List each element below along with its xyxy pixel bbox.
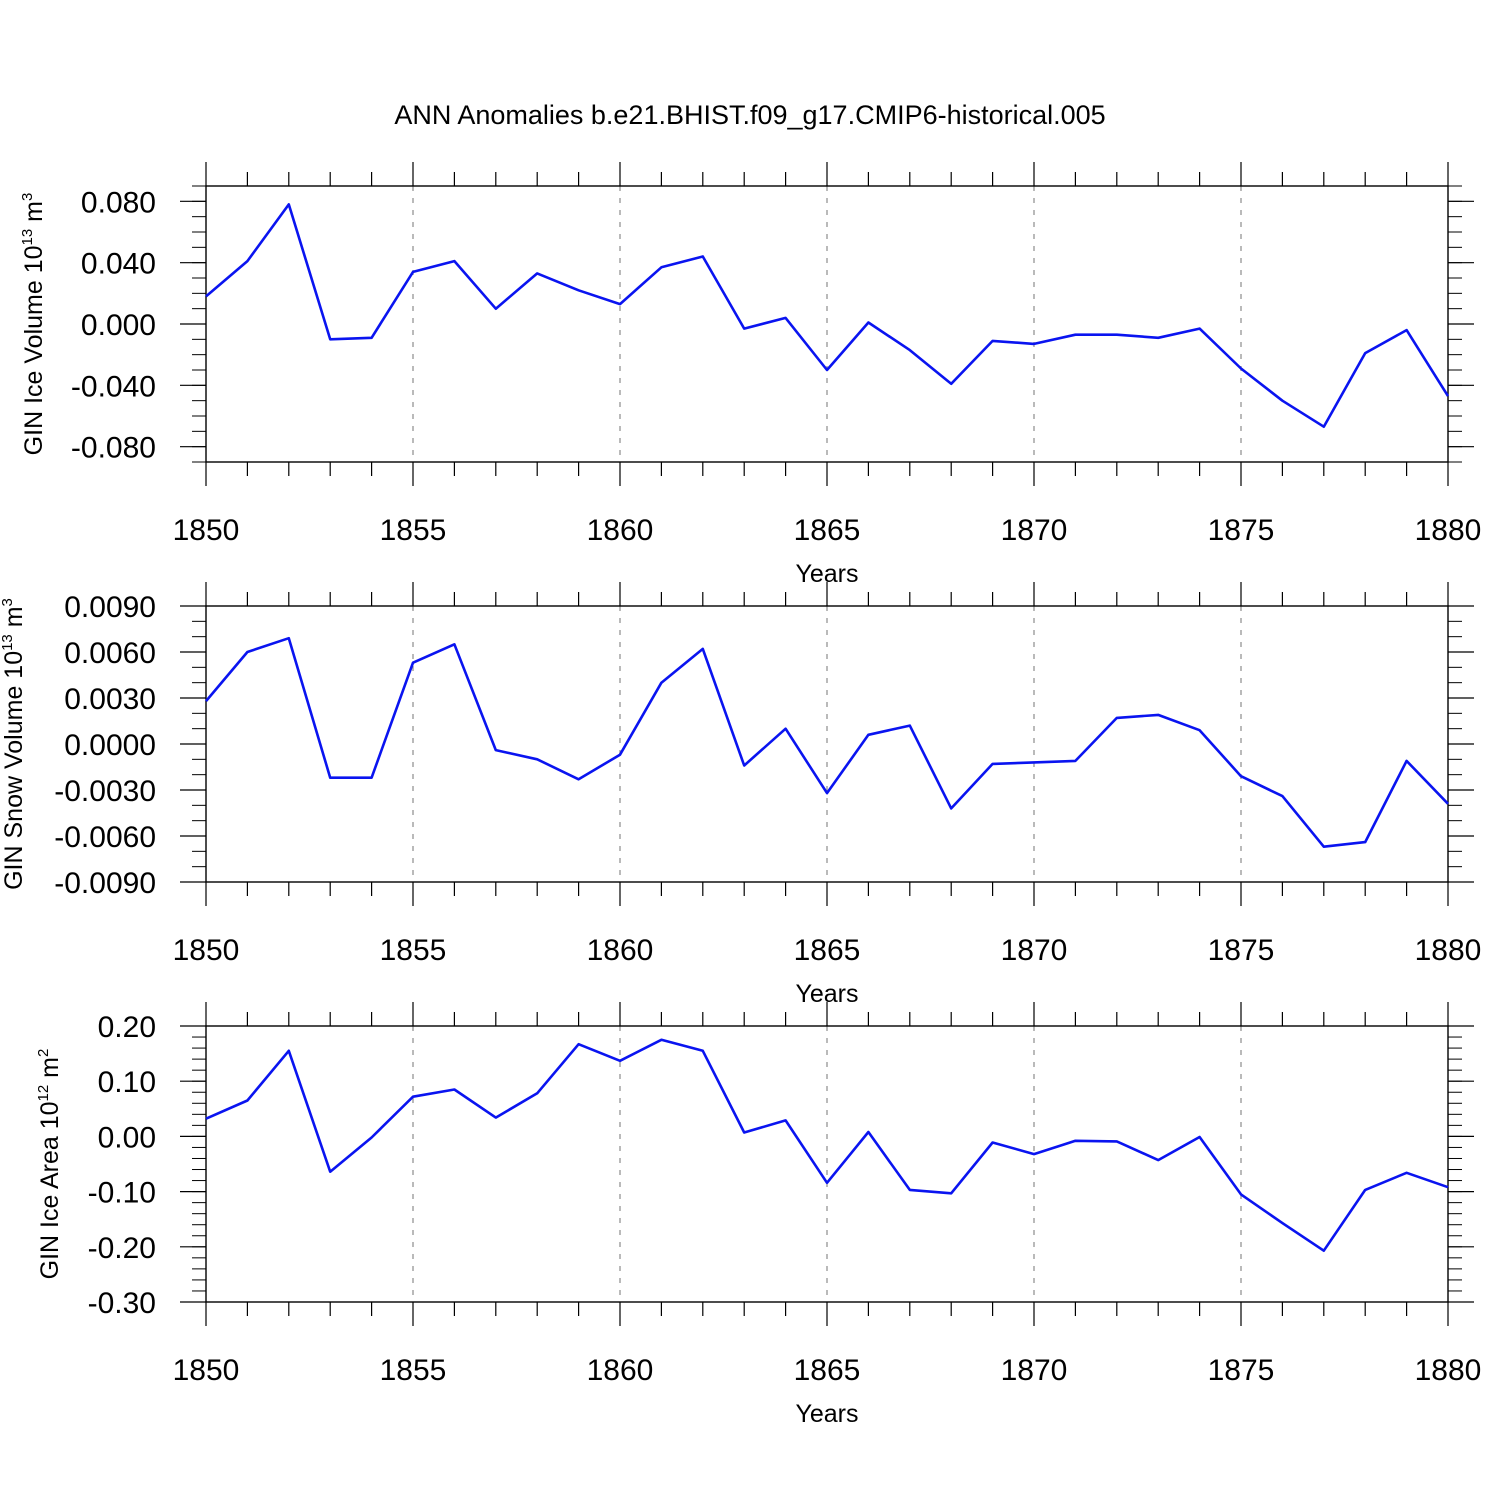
- x-tick-label: 1860: [587, 1354, 654, 1387]
- y-tick-label: 0.0000: [64, 729, 156, 762]
- chart-title: ANN Anomalies b.e21.BHIST.f09_g17.CMIP6-…: [394, 100, 1105, 130]
- series-line: [205, 203, 1450, 429]
- panel-2: 1850 1855 1860 1865 1870 1875 1880 0.0090 0.0060…: [0, 582, 1481, 1008]
- x-tick-label: 1870: [1001, 1354, 1068, 1387]
- panel-3: 1850 1855 1860 1865 1870 1875 1880 0.20 0.10 0.00…: [35, 1002, 1481, 1428]
- y-tick-label: -0.20: [88, 1232, 156, 1265]
- x-tick-label: 1865: [794, 934, 861, 967]
- plot-frame: [205, 605, 1449, 883]
- y-axis-label: GIN Ice Volume 1013 m3: [19, 193, 48, 456]
- y-tick-label: 0.10: [98, 1066, 156, 1099]
- x-tick-label: 1875: [1208, 1354, 1275, 1387]
- y-tick-label: 0.0060: [64, 637, 156, 670]
- y-tick-label: 0.040: [81, 248, 156, 281]
- x-tick-label: 1870: [1001, 934, 1068, 967]
- plot-frame: [205, 185, 1449, 463]
- x-tick-label: 1880: [1415, 1354, 1482, 1387]
- y-tick-label: -0.0060: [54, 821, 156, 854]
- x-tick-label: 1850: [173, 514, 240, 547]
- y-tick-label: -0.0030: [54, 775, 156, 808]
- x-tick-label: 1850: [173, 1354, 240, 1387]
- y-tick-label: 0.20: [98, 1011, 156, 1044]
- x-tick-label: 1880: [1415, 514, 1482, 547]
- x-tick-label: 1860: [587, 934, 654, 967]
- y-tick-label: 0.080: [81, 186, 156, 219]
- x-axis-label: Years: [795, 1400, 858, 1428]
- x-tick-label: 1855: [380, 514, 447, 547]
- y-tick-label: -0.10: [88, 1177, 156, 1210]
- x-tick-label: 1875: [1208, 514, 1275, 547]
- x-tick-label: 1880: [1415, 934, 1482, 967]
- x-tick-label: 1850: [173, 934, 240, 967]
- x-tick-label: 1870: [1001, 514, 1068, 547]
- x-tick-label: 1865: [794, 514, 861, 547]
- y-axis-label: GIN Snow Volume 1013 m3: [0, 598, 28, 890]
- y-tick-label: -0.30: [88, 1287, 156, 1320]
- x-tick-label: 1865: [794, 1354, 861, 1387]
- x-tick-label: 1875: [1208, 934, 1275, 967]
- y-axis-label: GIN Ice Area 1012 m2: [35, 1049, 64, 1280]
- y-tick-label: -0.0090: [54, 867, 156, 900]
- y-tick-label: 0.000: [81, 309, 156, 342]
- plot-frame: [205, 1025, 1449, 1303]
- x-tick-label: 1860: [587, 514, 654, 547]
- x-tick-label: 1855: [380, 1354, 447, 1387]
- y-tick-label: -0.080: [71, 432, 156, 465]
- y-tick-label: 0.0030: [64, 683, 156, 716]
- y-tick-label: 0.0090: [64, 591, 156, 624]
- x-tick-label: 1855: [380, 934, 447, 967]
- y-tick-label: 0.00: [98, 1121, 156, 1154]
- series-line: [205, 636, 1449, 849]
- panel-1: 1850 1855 1860 1865 1870 1875 1880 0.080 0.040 0.…: [19, 162, 1481, 588]
- y-tick-label: -0.040: [71, 370, 156, 403]
- series-line: [205, 1038, 1449, 1252]
